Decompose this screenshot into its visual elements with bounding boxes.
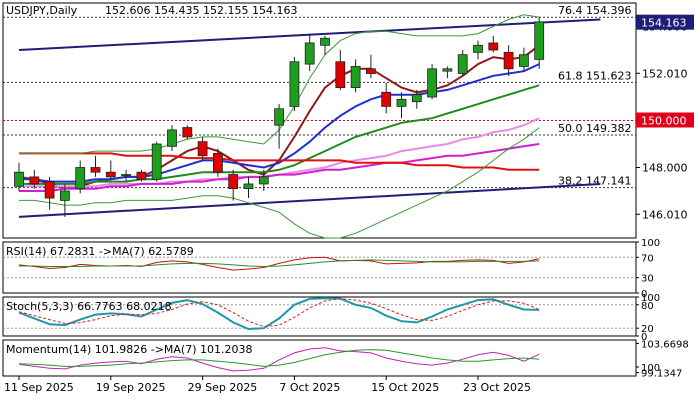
candle-body: [365, 68, 376, 74]
x-tick-label: 11 Sep 2025: [4, 381, 74, 394]
fib-level-label: 76.4 154.396: [558, 4, 631, 17]
candle-body: [350, 66, 361, 88]
candle-body: [396, 98, 407, 107]
candle-body: [182, 127, 193, 138]
candle-body: [503, 51, 514, 70]
bollinger-lower-line: [19, 127, 540, 239]
candle-body: [473, 44, 483, 53]
stoch-tick-label: 20: [641, 324, 654, 335]
rsi-tick-label: 0: [641, 289, 647, 300]
ohlc-readout: 152.606 154.435 152.155 154.163: [105, 4, 297, 17]
candle-body: [243, 183, 254, 190]
x-tick-label: 29 Sep 2025: [188, 381, 258, 394]
price-tick-label: 146.010: [642, 208, 688, 221]
momentum-title: Momentum(14) 101.9826 ->MA(7) 101.2038: [6, 343, 253, 356]
candle-body: [212, 152, 223, 173]
candle-body: [90, 167, 101, 173]
candle-body: [197, 141, 208, 157]
current-price-badge-bg: [636, 14, 694, 30]
stoch-tick-label: 0: [641, 332, 647, 343]
momentum-ma-line: [18, 349, 540, 367]
candle-body: [44, 181, 55, 199]
candle-body: [136, 171, 147, 180]
candle-body: [519, 54, 529, 67]
price-tick-label: 152.010: [642, 67, 688, 80]
stoch-title: Stoch(5,3,3) 66.7763 68.0218: [6, 300, 172, 313]
candle-body: [381, 91, 392, 107]
candle-body: [167, 129, 177, 147]
candle-body: [29, 176, 40, 185]
marked-level-badge: 150.000: [641, 115, 687, 128]
x-tick-label: 19 Sep 2025: [96, 381, 166, 394]
candle-body: [105, 171, 116, 178]
candle-body: [60, 190, 70, 201]
candle-body: [427, 68, 438, 98]
slow-ma-line: [19, 84, 540, 185]
marked-level-badge-bg: [636, 112, 694, 128]
stoch-tick-label: 100: [641, 293, 660, 304]
stoch-main-line: [18, 297, 540, 331]
candle-body: [457, 54, 468, 74]
chart-title: USDJPY,Daily: [6, 4, 78, 17]
fib-level-label: 61.8 151.623: [558, 69, 631, 82]
candle-body: [411, 94, 422, 103]
rsi-tick-label: 100: [641, 238, 660, 249]
candle-body: [14, 171, 24, 187]
candle-body: [320, 37, 330, 46]
current-price-badge: 154.163: [641, 17, 687, 30]
candle-body: [442, 68, 453, 72]
x-tick-label: 23 Oct 2025: [463, 381, 531, 394]
x-tick-label: 7 Oct 2025: [279, 381, 340, 394]
rsi-tick-label: 70: [641, 253, 654, 264]
mid-ma-line: [19, 63, 540, 183]
candle-body: [274, 108, 285, 126]
red-ma-line: [19, 152, 540, 171]
price-tick-label: 148.000: [642, 162, 688, 175]
candle-body: [121, 174, 131, 176]
x-tick-label: 15 Oct 2025: [371, 381, 439, 394]
candle-body: [75, 167, 86, 190]
candle-body: [258, 176, 269, 185]
candle-body: [304, 42, 315, 65]
momentum-tick-label: 99.1347: [641, 369, 682, 380]
pane-frame-1: [2, 241, 637, 294]
rsi-tick-label: 30: [641, 274, 654, 285]
rsi-title: RSI(14) 67.2831 ->MA(7) 62.5789: [6, 245, 194, 258]
candle-body: [151, 143, 162, 180]
candle-body: [534, 21, 545, 60]
candle-body: [228, 174, 239, 190]
rsi-ma-line: [19, 259, 540, 268]
candle-body: [335, 61, 346, 89]
momentum-tick-label: 103.6698: [641, 339, 689, 350]
stoch-tick-label: 80: [641, 301, 654, 312]
fib-level-label: 50.0 149.382: [558, 122, 631, 135]
momentum-tick-label: 100: [641, 363, 660, 374]
lower-channel-line: [18, 182, 601, 218]
candle-body: [488, 42, 499, 51]
momentum-line: [18, 347, 540, 372]
magenta-ma-line: [19, 143, 540, 192]
candle-body: [289, 61, 300, 107]
